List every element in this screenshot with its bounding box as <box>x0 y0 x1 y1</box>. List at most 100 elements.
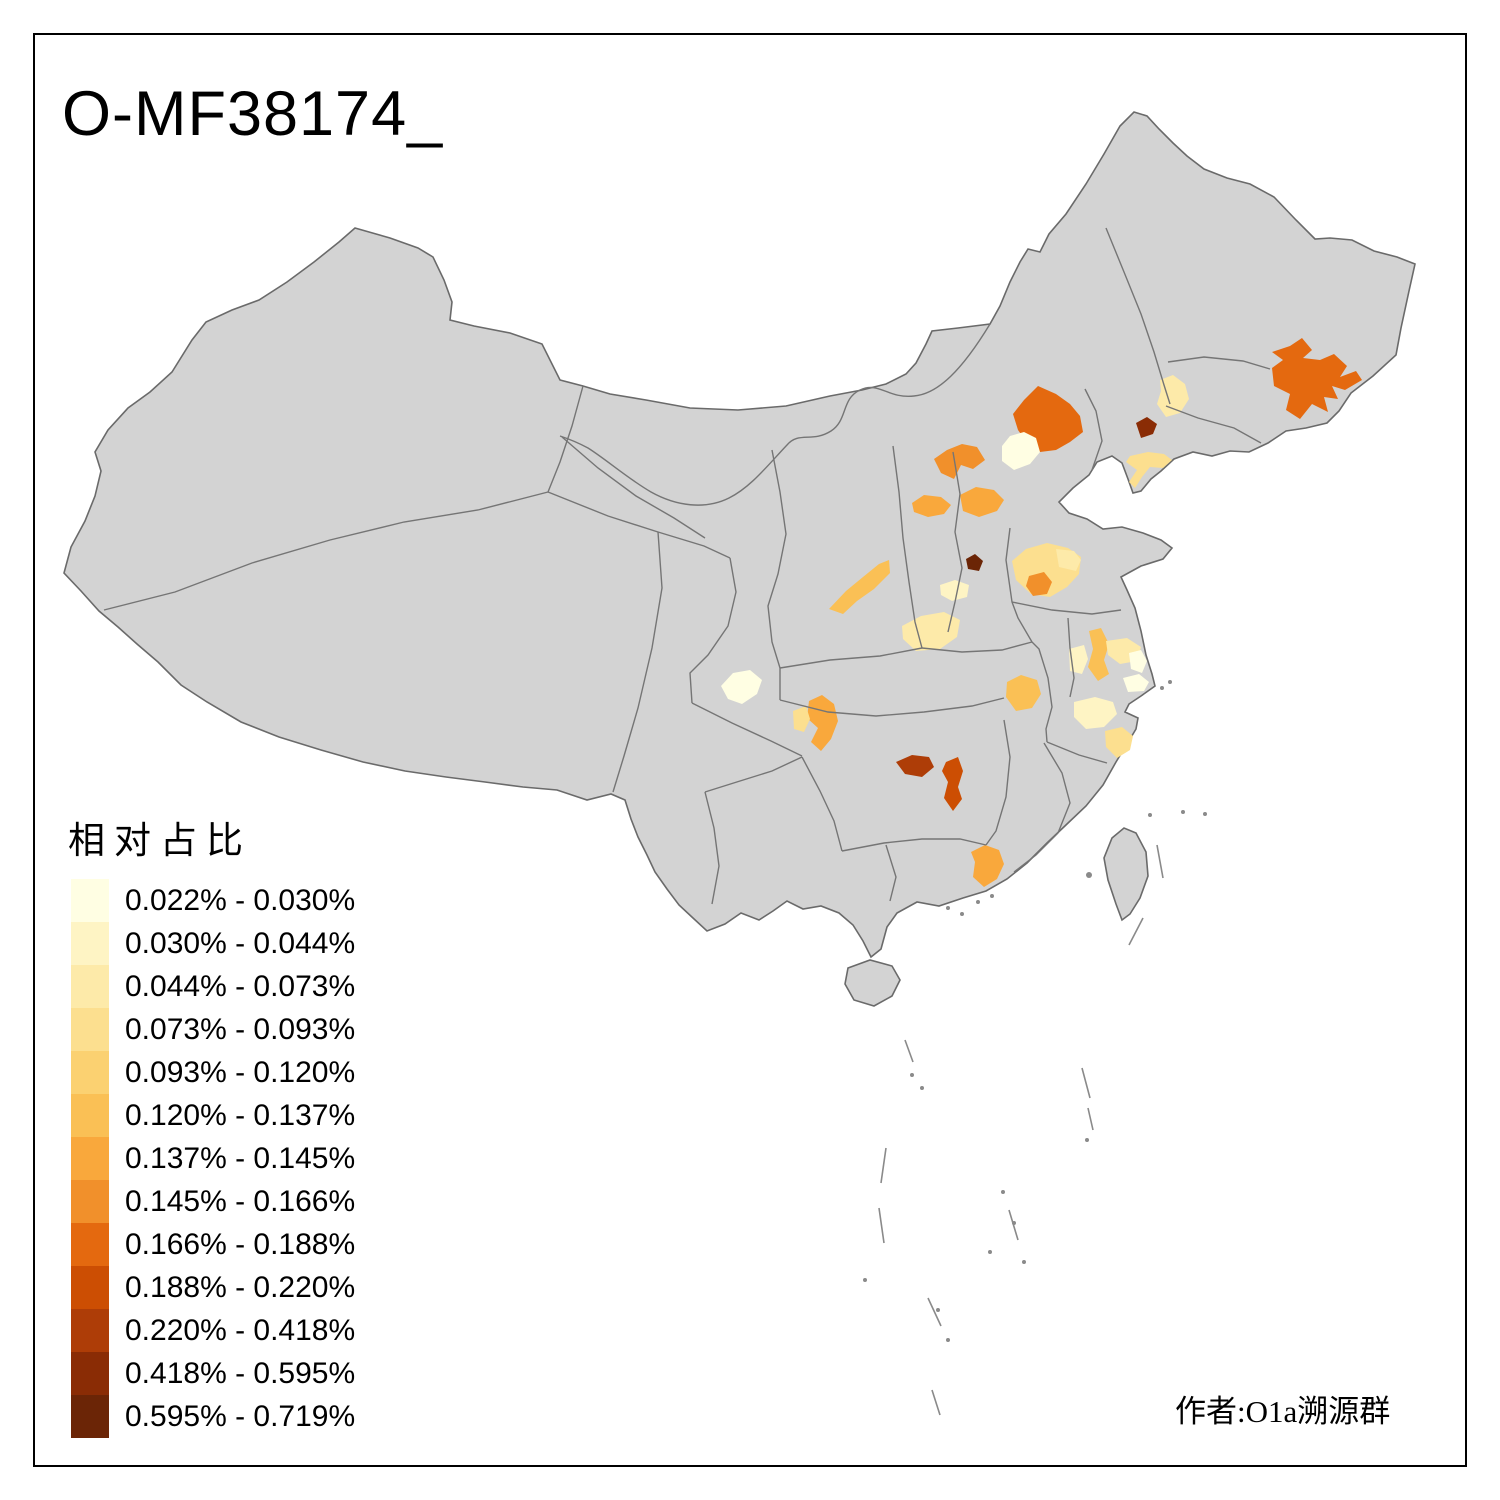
province-border-line <box>561 436 706 539</box>
legend-label: 0.137% - 0.145% <box>125 1141 356 1175</box>
legend-swatch <box>71 1051 109 1094</box>
islet-dot <box>1203 812 1207 816</box>
map-region <box>1157 375 1189 417</box>
islet-dot <box>960 912 964 916</box>
province-border-line <box>1167 356 1271 370</box>
taiwan-island <box>1103 827 1149 922</box>
map-region <box>1088 628 1109 681</box>
legend-label: 0.220% - 0.418% <box>125 1313 356 1347</box>
province-border-line <box>1084 388 1103 471</box>
province-border-line <box>1043 742 1071 834</box>
islet-dot <box>1148 813 1152 817</box>
legend-item: 0.120% - 0.137% <box>71 1094 355 1137</box>
map-region <box>1136 417 1157 438</box>
province-border-line <box>559 323 991 506</box>
province-border-line <box>1013 832 1059 873</box>
province-border-line <box>885 844 897 902</box>
map-region <box>902 612 960 651</box>
legend-item: 0.145% - 0.166% <box>71 1180 355 1223</box>
province-border-line <box>801 756 843 852</box>
map-regions <box>721 338 1362 887</box>
legend-item: 0.166% - 0.188% <box>71 1223 355 1266</box>
legend-label: 0.044% - 0.073% <box>125 969 356 1003</box>
legend-label: 0.022% - 0.030% <box>125 883 356 917</box>
islet-dot <box>976 900 980 904</box>
legend-label: 0.188% - 0.220% <box>125 1270 356 1304</box>
attribution: 作者:O1a溯源群 <box>1175 1394 1391 1429</box>
map-region <box>793 706 810 732</box>
legend-label: 0.073% - 0.093% <box>125 1012 356 1046</box>
legend-label: 0.418% - 0.595% <box>125 1356 356 1390</box>
islet-dot <box>946 1338 950 1342</box>
islet-dot <box>1085 1138 1089 1142</box>
legend-label: 0.030% - 0.044% <box>125 926 356 960</box>
plot-border <box>33 33 1467 1467</box>
map-region <box>1002 432 1040 470</box>
sea-boundary-dash <box>880 1147 887 1184</box>
legend-swatch <box>71 1309 109 1352</box>
sea-boundary-dash <box>1128 917 1144 946</box>
legend-item: 0.595% - 0.719% <box>71 1395 355 1438</box>
map-region <box>942 757 963 811</box>
legend-swatch <box>71 1223 109 1266</box>
province-border-line <box>779 697 1005 717</box>
province-border-line <box>1067 617 1075 698</box>
sea-boundary-dash <box>931 1389 941 1416</box>
legend-swatch <box>71 1352 109 1395</box>
sea-boundary-dash <box>927 1297 942 1327</box>
map-title: O-MF38174_ <box>62 79 444 149</box>
map-region <box>960 487 1004 517</box>
legend-item: 0.022% - 0.030% <box>71 879 355 922</box>
legend-title: 相对占比 <box>68 821 252 862</box>
map-region <box>1105 727 1133 758</box>
province-border-line <box>1011 601 1122 615</box>
map-region <box>1006 675 1041 711</box>
islet-dot <box>946 906 950 910</box>
map-region <box>896 755 934 777</box>
islet-dot <box>920 1086 924 1090</box>
sea-features <box>863 680 1207 1416</box>
map-region <box>721 670 762 704</box>
legend-swatch <box>71 1008 109 1051</box>
map-region <box>1126 452 1172 488</box>
province-border-line <box>767 449 787 700</box>
province-borders <box>103 227 1271 905</box>
islet-dot <box>1181 810 1185 814</box>
legend-label: 0.093% - 0.120% <box>125 1055 356 1089</box>
legend-item: 0.030% - 0.044% <box>71 922 355 965</box>
province-border-line <box>547 385 584 493</box>
province-border-line <box>689 557 737 704</box>
map-region <box>1123 674 1149 692</box>
sea-boundary-dash <box>904 1039 914 1063</box>
legend-swatch <box>71 922 109 965</box>
islet-dot <box>1160 686 1164 690</box>
islet-dot <box>936 1308 940 1312</box>
legend-item: 0.220% - 0.418% <box>71 1309 355 1352</box>
legend-item: 0.093% - 0.120% <box>71 1051 355 1094</box>
legend-label: 0.166% - 0.188% <box>125 1227 356 1261</box>
province-border-line <box>1046 741 1108 764</box>
legend-label: 0.120% - 0.137% <box>125 1098 356 1132</box>
province-border-line <box>1105 227 1171 405</box>
legend-swatch <box>71 1180 109 1223</box>
legend-label: 0.145% - 0.166% <box>125 1184 356 1218</box>
legend-swatch <box>71 1137 109 1180</box>
province-border-line <box>841 838 987 852</box>
map-region <box>940 580 969 601</box>
legend-swatch <box>71 965 109 1008</box>
legend-item: 0.044% - 0.073% <box>71 965 355 1008</box>
province-border-line <box>612 531 663 793</box>
map-region <box>966 554 983 571</box>
islet-dot <box>1012 1221 1016 1225</box>
legend-label: 0.595% - 0.719% <box>125 1399 356 1433</box>
legend-swatch <box>71 1266 109 1309</box>
map-region <box>1129 650 1147 673</box>
province-border-line <box>1165 405 1262 444</box>
map-region <box>971 845 1004 887</box>
province-border-line <box>985 719 1011 846</box>
province-border-line <box>779 647 923 669</box>
province-border-line <box>1031 641 1053 743</box>
legend-item: 0.418% - 0.595% <box>71 1352 355 1395</box>
province-border-line <box>704 791 720 905</box>
